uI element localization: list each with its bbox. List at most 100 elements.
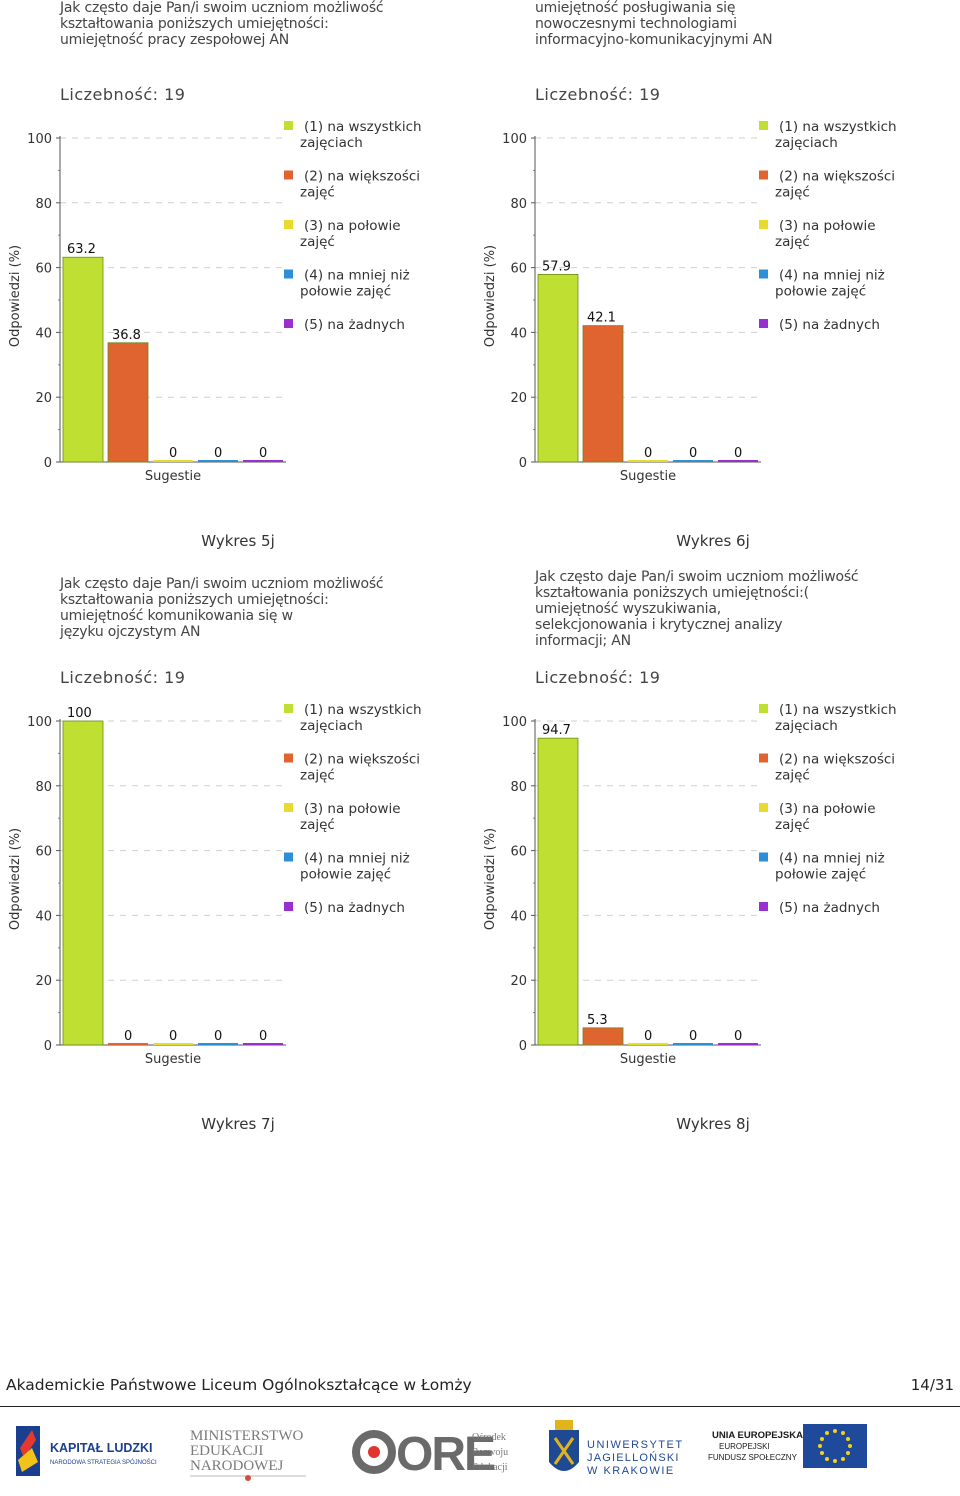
bar: [153, 1043, 193, 1045]
value-label: 0: [259, 446, 267, 461]
value-label: 0: [124, 1029, 132, 1044]
bar: [582, 1027, 624, 1046]
bar-chart: 0 20 40 60 80 100 100 0 0 0 0 Sugestie Odpowiedzi (%…: [8, 702, 422, 1067]
x-axis-label: Sugestie: [620, 1052, 676, 1067]
legend-swatch: [284, 220, 293, 229]
bar: [153, 460, 193, 462]
bar: [537, 274, 579, 463]
bar: [673, 1043, 713, 1045]
bar: [62, 720, 104, 1046]
men-line-2: EDUKACJI: [190, 1443, 263, 1459]
legend-label: (1) na wszystkich zajęciach: [775, 702, 897, 734]
y-axis-label: Odpowiedzi (%): [483, 828, 498, 930]
value-label: 36.8: [112, 328, 141, 343]
value-label: 0: [169, 1029, 177, 1044]
bar: [62, 256, 104, 463]
ore-line-3: Edukacji: [472, 1462, 508, 1473]
legend-swatch: [284, 269, 293, 279]
chart-6j: umiejętność posługiwania się nowoczesnym…: [475, 0, 905, 520]
legend-label: (3) na połowie zajęć: [775, 801, 876, 833]
y-tick-label: 20: [510, 974, 527, 989]
value-label: 0: [734, 446, 742, 461]
y-tick-label: 60: [35, 845, 52, 860]
legend-label: (5) na żadnych: [779, 317, 880, 333]
ue-line-2: EUROPEJSKI: [719, 1442, 770, 1451]
value-label: 0: [169, 446, 177, 461]
legend-label: (4) na mniej niż połowie zajęć: [775, 851, 885, 883]
bar: [108, 1043, 148, 1045]
legend-swatch: [284, 121, 293, 130]
legend-swatch: [759, 704, 768, 713]
men-line-3: NARODOWEJ: [190, 1458, 283, 1474]
men-logo: MINISTERSTWO EDUKACJI NARODOWEJ: [190, 1428, 306, 1481]
x-axis-label: Sugestie: [145, 1052, 201, 1067]
y-tick-label: 40: [35, 909, 52, 924]
y-tick-label: 80: [510, 197, 527, 212]
chart-count: Liczebność: 19: [60, 668, 186, 687]
y-tick-label: 40: [510, 909, 527, 924]
value-label: 0: [689, 1029, 697, 1044]
uj-logo: UNIWERSYTET JAGIELLOŃSKI W KRAKOWIE: [549, 1420, 684, 1477]
legend-swatch: [759, 852, 768, 862]
legend-swatch: [759, 753, 768, 763]
y-tick-label: 0: [44, 1039, 52, 1054]
x-axis-label: Sugestie: [620, 469, 676, 484]
legend-swatch: [284, 753, 293, 763]
legend-label: (2) na większości zajęć: [775, 169, 895, 201]
value-label: 42.1: [587, 311, 616, 326]
value-label: 0: [259, 1029, 267, 1044]
legend-label: (1) na wszystkich zajęciach: [300, 702, 422, 734]
legend-label: (1) na wszystkich zajęciach: [775, 119, 897, 151]
men-line-1: MINISTERSTWO: [190, 1428, 303, 1444]
bar: [198, 1043, 238, 1045]
eu-logo: UNIA EUROPEJSKA EUROPEJSKI FUNDUSZ SPOŁE…: [708, 1424, 867, 1468]
legend-label: (5) na żadnych: [779, 900, 880, 916]
bar: [537, 737, 579, 1046]
kapital-ludzki-logo: KAPITAŁ LUDZKI NARODOWA STRATEGIA SPÓJNO…: [16, 1426, 157, 1476]
y-tick-label: 60: [510, 845, 527, 860]
chart-5j: Jak często daje Pan/i swoim uczniom możl…: [0, 0, 430, 520]
footer-divider: [0, 1406, 960, 1407]
chart-count: Liczebność: 19: [535, 668, 661, 687]
bar: [243, 460, 283, 462]
chart-caption: Wykres 8j: [676, 1115, 750, 1133]
bar: [243, 1043, 283, 1045]
footer-school-name: Akademickie Państwowe Liceum Ogólnokszta…: [6, 1376, 472, 1394]
legend-label: (1) na wszystkich zajęciach: [300, 119, 422, 151]
legend-label: (4) na mniej niż połowie zajęć: [775, 268, 885, 300]
y-tick-label: 80: [35, 780, 52, 795]
legend-swatch: [759, 319, 768, 328]
bar: [198, 460, 238, 462]
legend-swatch: [759, 269, 768, 279]
ue-line-1: UNIA EUROPEJSKA: [712, 1430, 803, 1441]
value-label: 94.7: [542, 723, 571, 738]
bar: [628, 460, 668, 462]
ore-line-2: Rozwoju: [472, 1447, 508, 1458]
y-tick-label: 100: [502, 715, 527, 730]
kl-subtitle: NARODOWA STRATEGIA SPÓJNOŚCI: [50, 1458, 157, 1466]
legend-swatch: [284, 704, 293, 713]
y-tick-label: 80: [510, 780, 527, 795]
bar-chart: 0 20 40 60 80 100 57.9 42.1 0 0 0 Sugestie Odpowiedz…: [483, 119, 897, 484]
legend-label: (3) na połowie zajęć: [300, 801, 401, 833]
legend-swatch: [284, 902, 293, 911]
legend-label: (5) na żadnych: [304, 317, 405, 333]
value-label: 63.2: [67, 242, 96, 257]
legend-swatch: [284, 319, 293, 328]
y-axis-label: Odpowiedzi (%): [8, 828, 23, 930]
legend-label: (4) na mniej niż połowie zajęć: [300, 268, 410, 300]
chart-question: umiejętność posługiwania się nowoczesnym…: [535, 0, 773, 48]
value-label: 0: [214, 446, 222, 461]
ore-logo: ORE Ośrodek Rozwoju Edukacji: [352, 1428, 508, 1481]
chart-count: Liczebność: 19: [60, 85, 186, 104]
bar: [718, 1043, 758, 1045]
legend-label: (3) na połowie zajęć: [775, 218, 876, 250]
uj-line-1: UNIWERSYTET: [587, 1439, 684, 1451]
legend-swatch: [284, 852, 293, 862]
legend-swatch: [284, 803, 293, 812]
legend-swatch: [759, 170, 768, 180]
y-tick-label: 100: [27, 715, 52, 730]
legend-label: (3) na połowie zajęć: [300, 218, 401, 250]
y-tick-label: 20: [35, 391, 52, 406]
y-axis-label: Odpowiedzi (%): [8, 245, 23, 347]
